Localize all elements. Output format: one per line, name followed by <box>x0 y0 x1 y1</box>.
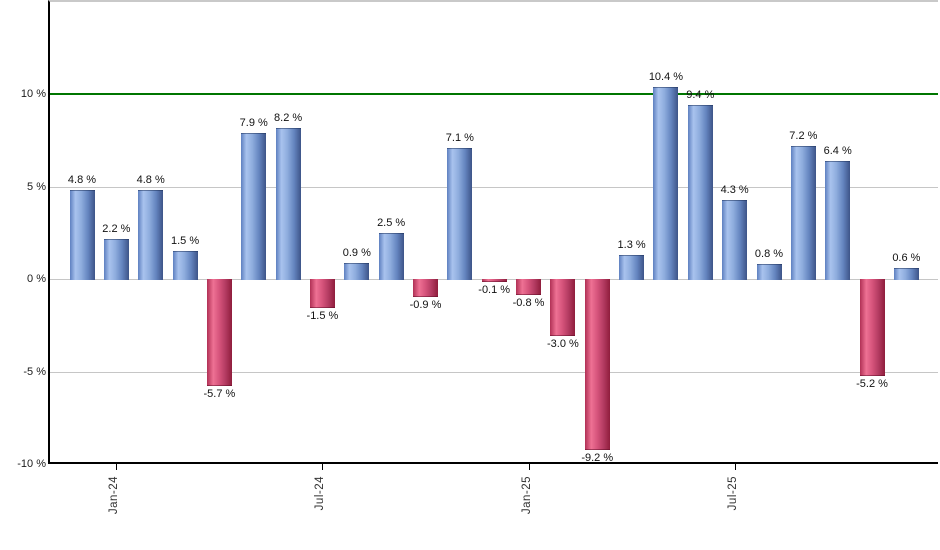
bar <box>550 279 576 336</box>
bar <box>241 133 267 281</box>
bar <box>516 279 542 295</box>
bar-value-label: -0.1 % <box>478 284 511 297</box>
bar <box>275 127 301 281</box>
bar <box>138 190 164 281</box>
bar-value-label: 1.5 % <box>170 235 200 248</box>
bar-value-label: -5.7 % <box>203 387 236 400</box>
x-axis-tick <box>116 464 118 470</box>
bar <box>309 279 335 308</box>
y-axis-tick-label: 0 % <box>27 273 46 285</box>
x-axis-tick-label: Jan-24 <box>108 476 121 515</box>
bar <box>859 279 885 377</box>
bar <box>687 105 713 281</box>
bar <box>413 279 438 297</box>
bar <box>481 279 507 283</box>
x-axis-tick-label: Jan-25 <box>520 476 533 515</box>
bar-value-label: 0.8 % <box>754 248 784 261</box>
bar <box>722 199 748 281</box>
bar-value-label: 2.5 % <box>377 217 406 229</box>
bar <box>825 160 851 281</box>
bar-value-label: 8.2 % <box>274 111 303 124</box>
y-gridline <box>50 372 938 373</box>
bar-value-label: 4.8 % <box>67 174 97 187</box>
x-axis-tick <box>528 464 530 470</box>
bar <box>619 255 645 281</box>
bar <box>756 264 782 281</box>
bar-value-label: 7.9 % <box>239 117 268 130</box>
bar <box>172 251 198 281</box>
bar-value-label: -0.9 % <box>409 298 442 311</box>
x-axis-tick <box>734 464 736 470</box>
y-gridline <box>50 187 938 188</box>
bar <box>893 268 919 281</box>
bar <box>103 238 129 281</box>
bar <box>378 233 404 281</box>
x-axis-tick <box>322 464 324 470</box>
bar <box>206 279 232 386</box>
bar-value-label: 9.4 % <box>686 89 715 102</box>
bar <box>790 146 816 281</box>
plot-area <box>48 0 938 464</box>
y-axis-tick-label: 5 % <box>27 181 46 193</box>
y-axis-tick-label: -10 % <box>17 458 46 470</box>
bar-value-label: -3.0 % <box>546 337 579 350</box>
bar-value-label: 1.3 % <box>617 239 646 252</box>
bar-value-label: 6.4 % <box>823 144 852 157</box>
bar-value-label: -5.2 % <box>856 378 888 391</box>
bar-value-label: -0.8 % <box>512 296 545 309</box>
bar <box>447 147 473 281</box>
bar <box>653 87 679 281</box>
bar <box>69 190 95 281</box>
bar-value-label: 7.2 % <box>789 130 818 143</box>
x-axis-tick-label: Jul-24 <box>314 476 327 511</box>
bar-value-label: 2.2 % <box>102 222 131 235</box>
bar-value-label: 7.1 % <box>445 131 474 144</box>
bar <box>344 262 370 281</box>
x-axis-tick-label: Jul-25 <box>726 476 739 511</box>
bar <box>584 279 610 451</box>
bar-value-label: 0.6 % <box>892 252 921 265</box>
bar-value-label: 10.4 % <box>648 71 684 83</box>
y-axis-tick-label: -5 % <box>23 366 46 378</box>
bar-value-label: 0.9 % <box>342 246 371 259</box>
bar-value-label: -1.5 % <box>306 309 339 322</box>
bar-value-label: 4.8 % <box>136 174 165 187</box>
reference-line-10pct <box>50 93 938 95</box>
bar-value-label: -9.2 % <box>581 452 614 465</box>
bar-value-label: 4.3 % <box>720 183 749 196</box>
y-axis-tick-label: 10 % <box>20 88 46 100</box>
